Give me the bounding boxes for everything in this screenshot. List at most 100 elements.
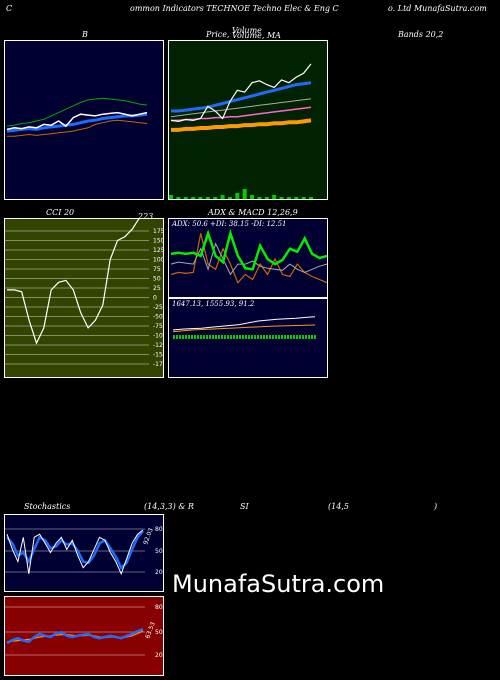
macd-line (172, 316, 316, 331)
macd-histogram-bar (203, 335, 205, 339)
adx-values: ADX: 50.6 +DI: 38.15 -DI: 12.51 (172, 220, 287, 228)
macd-panel: 1647.13, 1555.93, 91.2 (168, 298, 328, 378)
header-right: o. Ltd MunafaSutra.com (388, 4, 487, 13)
cci-tick-label: 100 (153, 257, 164, 264)
macd-histogram-bar (254, 335, 256, 339)
macd-histogram-bar (299, 335, 301, 339)
watermark: MunafaSutra.com (172, 570, 385, 598)
macd-values: 1647.13, 1555.93, 91.2 (172, 300, 255, 308)
price-title: Price, (206, 30, 230, 39)
macd-histogram-bar (209, 335, 211, 339)
ma-grey-line (170, 98, 312, 118)
stoch-tick-label: 50 (155, 548, 163, 555)
bands-title: Bands 20,2 (398, 30, 444, 39)
macd-histogram-bar (197, 335, 199, 339)
bollinger-lower-band (7, 119, 148, 137)
stochastics-panel: 80 50 20 92.03 (4, 514, 164, 592)
bollinger-panel (4, 40, 164, 200)
macd-histogram-bar (287, 335, 289, 339)
volume-bar (198, 197, 203, 199)
macd-histogram-bar (290, 335, 292, 339)
macd-histogram-bar (275, 335, 277, 339)
volume-bar (257, 197, 262, 199)
stoch-title: Stochastics (24, 502, 71, 511)
macd-histogram-bar (284, 335, 286, 339)
macd-histogram-bar (248, 335, 250, 339)
header-left: C (6, 4, 13, 13)
cci-tick-label: 125 (153, 247, 164, 254)
cci-tick-label: -125 (153, 342, 164, 349)
cci-tick-label: 50 (153, 276, 161, 283)
macd-signal-line (172, 324, 316, 333)
volume-bar (191, 197, 196, 199)
rsi-close: ) (434, 502, 438, 511)
cci-panel: 175 150 125 100 75 50 25 0 -25 -50 -75 -100 -125 -150… (4, 218, 164, 378)
macd-histogram-bar (215, 335, 217, 339)
ma-orange-line (171, 118, 312, 132)
macd-histogram-bar (314, 335, 316, 339)
adx-panel: ADX: 50.6 +DI: 38.15 -DI: 12.51 (168, 218, 328, 298)
minus-di-line (170, 233, 327, 284)
macd-histogram-bar (305, 335, 307, 339)
cci-tick-label: -150 (153, 352, 164, 359)
macd-histogram-bar (179, 335, 181, 339)
cci-tick-label: -100 (153, 333, 164, 340)
stoch-params: (14,3,3) & R (144, 502, 194, 511)
macd-histogram-bar (278, 335, 280, 339)
cci-value: 223 (138, 212, 154, 221)
macd-histogram-bar (242, 335, 244, 339)
rsi-panel: 80 50 20 63.53 (4, 596, 164, 676)
macd-histogram-bar (293, 335, 295, 339)
rsi-si: SI (240, 502, 249, 511)
macd-histogram-bar (221, 335, 223, 339)
rsi-tick-label: 50 (155, 629, 163, 636)
macd-histogram-bar (245, 335, 247, 339)
macd-histogram-bar (233, 335, 235, 339)
macd-histogram-bar (311, 335, 313, 339)
cci-tick-label: -25 (153, 304, 163, 311)
stoch-k-line (6, 529, 144, 576)
stoch-tick-label: 20 (155, 569, 163, 576)
bollinger-middle-band (6, 112, 148, 133)
volume-bar (272, 195, 277, 199)
volume-bar (213, 197, 218, 199)
macd-histogram-bar (269, 335, 271, 339)
macd-histogram-bar (176, 335, 178, 339)
rsi-tick-label: 20 (155, 652, 163, 659)
volume-bar (242, 189, 247, 199)
cci-tick-label: 175 (153, 228, 164, 235)
cci-tick-label: -175 (153, 361, 164, 368)
macd-histogram-bar (188, 335, 190, 339)
plus-di-line (170, 228, 327, 271)
volume-bar (183, 197, 188, 199)
volume-bar (264, 197, 269, 199)
macd-histogram-bar (218, 335, 220, 339)
rsi-tick-label: 80 (155, 604, 163, 611)
volume-bar (169, 195, 173, 199)
volume-bar (301, 197, 306, 199)
macd-histogram-bar (236, 335, 238, 339)
macd-histogram-bar (266, 335, 268, 339)
bollinger-title: B (82, 30, 88, 39)
volume-bar (286, 197, 291, 199)
macd-histogram-bar (185, 335, 187, 339)
volume-bar (220, 195, 225, 199)
volume-bar (250, 195, 255, 199)
macd-histogram-bar (227, 335, 229, 339)
macd-histogram-bar (200, 335, 202, 339)
macd-histogram-bar (308, 335, 310, 339)
macd-histogram-bar (194, 335, 196, 339)
volume-bar (309, 197, 313, 199)
macd-histogram-bar (281, 335, 283, 339)
header-middle: ommon Indicators TECHNOE Techno Elec & E… (130, 4, 339, 13)
bollinger-upper-band (6, 97, 148, 127)
rsi-line (6, 628, 144, 645)
stoch-tick-label: 80 (155, 526, 163, 533)
ma-blue-line (171, 81, 312, 113)
macd-histogram-bar (206, 335, 208, 339)
macd-histogram-bar (239, 335, 241, 339)
volume-bar (205, 197, 210, 199)
rsi-params: (14,5 (328, 502, 349, 511)
cci-title: CCI 20 (46, 208, 75, 217)
macd-histogram-bar (251, 335, 253, 339)
